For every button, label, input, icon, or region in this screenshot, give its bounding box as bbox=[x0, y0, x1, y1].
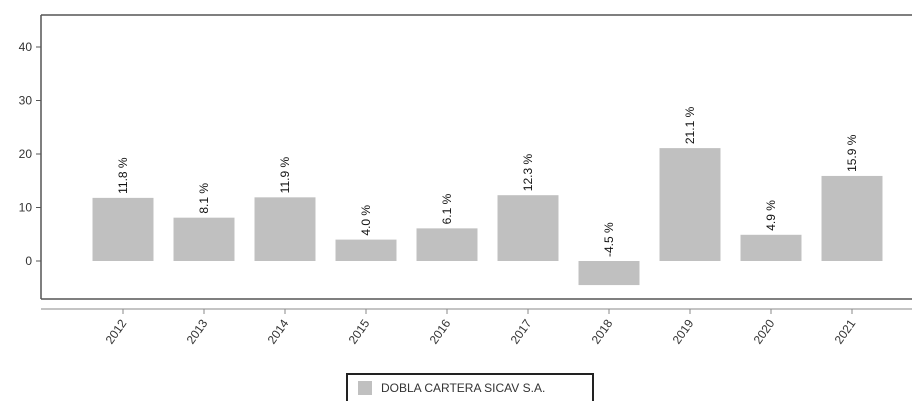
data-label-2012: 11.8 % bbox=[116, 157, 130, 194]
data-label-2015: 4.0 % bbox=[359, 205, 373, 236]
bar-2021 bbox=[821, 175, 883, 261]
x-tick-label-2012: 2012 bbox=[103, 316, 130, 346]
x-tick-label-2020: 2020 bbox=[751, 316, 778, 346]
x-tick-label-2014: 2014 bbox=[265, 316, 292, 346]
bar-2014 bbox=[254, 197, 316, 261]
bars bbox=[92, 148, 883, 286]
x-tick-label-2013: 2013 bbox=[184, 316, 211, 346]
plot-frame bbox=[40, 14, 912, 310]
x-tick-label-2016: 2016 bbox=[427, 316, 454, 346]
y-tick-label: 40 bbox=[19, 40, 33, 54]
data-labels: 11.8 % 8.1 % 11.9 % 4.0 % 6.1 % 12.3 % -4.5 % 2… bbox=[116, 106, 859, 257]
x-axis-ticks: 2012 2013 2014 2015 2016 2017 2018 2019 2020 2021 bbox=[103, 309, 859, 347]
data-label-2014: 11.9 % bbox=[278, 157, 292, 194]
data-label-2018: -4.5 % bbox=[602, 222, 616, 257]
legend: DOBLA CARTERA SICAV S.A. bbox=[346, 373, 594, 401]
y-tick-label: 30 bbox=[19, 94, 33, 108]
bar-2012 bbox=[92, 197, 154, 261]
x-tick-label-2018: 2018 bbox=[589, 316, 616, 346]
data-label-2021: 15.9 % bbox=[845, 134, 859, 172]
legend-label: DOBLA CARTERA SICAV S.A. bbox=[381, 381, 546, 395]
bar-2016 bbox=[416, 228, 478, 261]
data-label-2019: 21.1 % bbox=[683, 106, 697, 144]
bar-2020 bbox=[740, 234, 802, 261]
bar-2013 bbox=[173, 217, 235, 261]
x-tick-label-2021: 2021 bbox=[832, 316, 859, 346]
data-label-2013: 8.1 % bbox=[197, 183, 211, 214]
bar-2019 bbox=[659, 148, 721, 261]
y-tick-label: 10 bbox=[19, 201, 33, 215]
bar-2017 bbox=[497, 195, 559, 261]
data-label-2016: 6.1 % bbox=[440, 193, 454, 224]
data-label-2017: 12.3 % bbox=[521, 154, 535, 192]
y-axis-ticks: 0 10 20 30 40 bbox=[19, 40, 41, 268]
bar-2015 bbox=[335, 239, 397, 261]
y-tick-label: 0 bbox=[25, 254, 32, 268]
data-label-2020: 4.9 % bbox=[764, 200, 778, 231]
y-tick-label: 20 bbox=[19, 147, 33, 161]
x-tick-label-2019: 2019 bbox=[670, 316, 697, 346]
bar-2018 bbox=[578, 261, 640, 286]
legend-swatch bbox=[358, 381, 372, 395]
x-tick-label-2015: 2015 bbox=[346, 316, 373, 346]
x-tick-label-2017: 2017 bbox=[508, 316, 535, 346]
